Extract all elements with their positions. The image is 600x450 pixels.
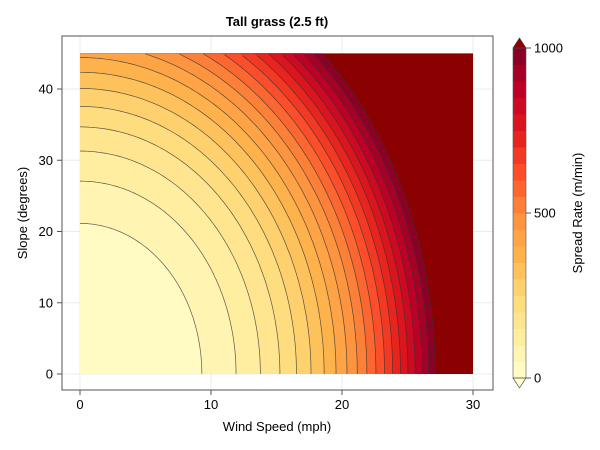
y-axis-label: Slope (degrees)	[15, 167, 30, 260]
contour-line-650	[242, 55, 385, 374]
colorbar-extend-max	[512, 37, 527, 49]
colorbar-band	[513, 180, 526, 197]
colorbar-band	[513, 312, 526, 329]
y-tick-label: 30	[39, 153, 53, 168]
colorbar-band	[513, 114, 526, 131]
y-tick-label: 0	[46, 367, 53, 382]
contour-band-0-50	[80, 223, 202, 374]
contour-line-800	[282, 55, 409, 374]
contour-line-50	[80, 223, 203, 374]
colorbar-band	[513, 213, 526, 230]
contour-line-500	[179, 53, 358, 375]
x-axis-label: Wind Speed (mph)	[223, 419, 331, 434]
y-tick-label: 20	[39, 224, 53, 239]
contour-line-100	[80, 180, 237, 375]
contour-line-450	[145, 53, 348, 374]
colorbar-band	[513, 64, 526, 82]
contour-line-900	[305, 55, 423, 374]
axes-frame	[61, 35, 494, 391]
colorbar-label: Spread Rate (m/min)	[570, 153, 585, 274]
colorbar-band	[513, 196, 526, 214]
x-tick-label: 0	[76, 397, 83, 412]
contour-line-850	[294, 55, 416, 374]
colorbar-band	[513, 262, 526, 280]
x-tick-label: 20	[335, 397, 349, 412]
colorbar-band	[513, 81, 526, 98]
contour-line-700	[256, 55, 394, 375]
colorbar-band	[513, 163, 526, 181]
colorbar-band	[513, 328, 526, 346]
colorbar-band	[513, 361, 526, 379]
y-tick-label: 40	[39, 82, 53, 97]
colorbar-band	[513, 147, 526, 164]
contour-line-600	[224, 54, 377, 374]
colorbar-tick-label: 0	[534, 371, 541, 386]
contour-line-400	[80, 57, 337, 374]
colorbar-tick-label: 500	[534, 206, 556, 221]
colorbar-band	[513, 246, 526, 263]
contour-line-1000	[324, 55, 436, 374]
contour-line-200	[80, 126, 281, 374]
colorbar-band	[513, 97, 526, 115]
contour-line-350	[80, 71, 325, 374]
contour-line-250	[80, 106, 297, 375]
colorbar-extend-min	[512, 377, 527, 389]
contour-lines	[79, 53, 436, 375]
x-tick-label: 10	[204, 397, 218, 412]
colorbar-band	[513, 229, 526, 247]
contour-line-150	[79, 150, 261, 374]
colorbar-band	[513, 279, 526, 296]
contour-line-750	[268, 53, 401, 375]
colorbar-band	[513, 130, 526, 148]
x-tick-label: 30	[466, 397, 480, 412]
colorbar-band	[513, 48, 526, 65]
contour-fills	[80, 53, 473, 375]
colorbar-band	[513, 295, 526, 313]
colorbar: 0 500 1000	[512, 37, 563, 389]
contour-line-950	[313, 53, 430, 374]
colorbar-band	[513, 345, 526, 362]
colorbar-tick-label: 1000	[534, 41, 563, 56]
contour-line-300	[80, 88, 312, 374]
chart-title: Tall grass (2.5 ft)	[226, 14, 328, 29]
contour-line-550	[203, 53, 368, 375]
y-tick-label: 10	[39, 295, 53, 310]
axis-ticks: 0 10 20 30 0 10 20 30 40	[39, 82, 481, 413]
